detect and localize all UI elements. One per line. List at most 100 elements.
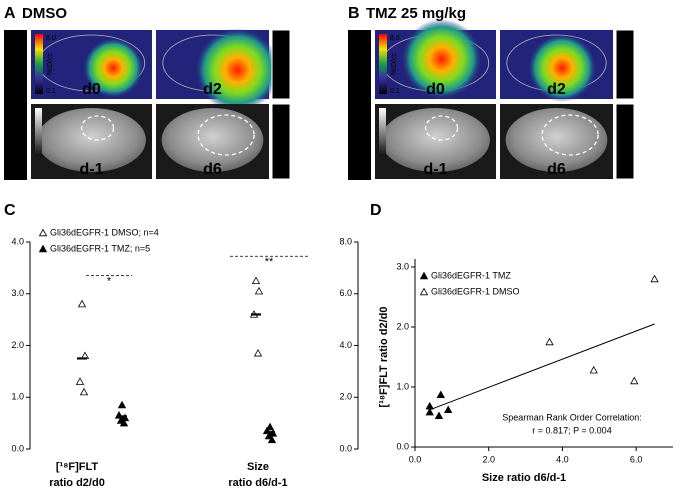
legend-marker [38, 228, 48, 237]
data-point [443, 405, 453, 413]
y2-tick-label: 6.0 [339, 288, 352, 298]
tumor-outline [197, 114, 255, 156]
y2-tick-label: 8.0 [339, 236, 352, 246]
legend-marker [38, 244, 48, 253]
modality-box [271, 103, 291, 180]
modality-box [615, 103, 635, 180]
modality-label: T2w-MRI [619, 119, 631, 164]
panel-letter: B [348, 5, 360, 22]
colorbar-unit: %ID/cc [47, 52, 54, 75]
pet-day: d2 [203, 81, 222, 98]
modality-box [271, 29, 291, 100]
colorbar-min: 0.1 [46, 88, 56, 95]
data-point [254, 286, 264, 295]
significance-mark: * [107, 276, 112, 288]
tumor-uptake [83, 37, 144, 98]
data-point [77, 299, 87, 308]
colorbar-max: 8.0 [46, 35, 56, 42]
panel-letter: D [370, 202, 382, 219]
data-point [265, 422, 275, 431]
data-point [630, 376, 639, 385]
mri-day: d6 [547, 161, 566, 178]
y-tick-label: 0.0 [11, 443, 24, 453]
mri-brain [381, 108, 490, 172]
data-point [253, 348, 263, 357]
x-tick-label: 2.0 [482, 454, 495, 464]
tumor-outline [541, 114, 599, 156]
category-label: ratio d6/d-1 [228, 477, 287, 489]
legend-label: Gli36dEGFR-1 DMSO [431, 286, 520, 296]
mri-brain [37, 108, 146, 172]
panel-title: DMSO [22, 5, 67, 22]
mri-graybar [35, 108, 42, 156]
mri-day: d6 [203, 161, 222, 178]
data-point [117, 400, 127, 409]
cell-line-label: Gli36dEGFR-1 [7, 58, 23, 152]
data-point [545, 337, 554, 346]
panel-letter: A [4, 5, 16, 22]
modality-label: T2w-MRI [275, 119, 287, 164]
modality-box [615, 29, 635, 100]
tumor-uptake [195, 28, 280, 113]
annotation: r = 0.817; P = 0.004 [532, 425, 611, 435]
y-tick-label: 1.0 [396, 381, 409, 391]
y-tick-label: 4.0 [11, 236, 24, 246]
modality-label: [¹⁸F]FLT [619, 45, 631, 85]
y-tick-label: 2.0 [11, 340, 24, 350]
y-tick-label: 0.0 [396, 441, 409, 451]
mri-day: d-1 [80, 161, 104, 178]
y-axis-label: [¹⁸F]FLT ratio d2/d0 [378, 307, 390, 408]
data-point [425, 407, 434, 416]
y-tick-label: 3.0 [11, 288, 24, 298]
side-bar [4, 30, 27, 180]
category-label: ratio d2/d0 [49, 477, 105, 489]
x-tick-label: 4.0 [556, 454, 569, 464]
pet-day: d0 [82, 81, 101, 98]
panel-letter: C [4, 202, 16, 219]
data-point [251, 276, 261, 285]
data-point [119, 418, 129, 427]
data-point [589, 365, 598, 374]
tumor-outline [80, 115, 115, 141]
y-tick-label: 3.0 [396, 261, 409, 271]
legend-label: Gli36dEGFR-1 TMZ; n=5 [50, 243, 150, 253]
y-tick-label: 1.0 [11, 392, 24, 402]
colorbar-unit: %ID/cc [391, 52, 398, 75]
y2-tick-label: 4.0 [339, 340, 352, 350]
side-bar [348, 30, 371, 180]
tumor-uptake [528, 33, 597, 102]
data-point [75, 377, 85, 385]
y2-tick-label: 0.0 [339, 443, 352, 453]
pet-colorbar [379, 34, 387, 94]
x-axis-label: Size ratio d6/d-1 [482, 472, 566, 484]
panel-title: TMZ 25 mg/kg [366, 5, 466, 22]
data-point [650, 274, 659, 283]
data-point [79, 387, 89, 396]
regression-line [429, 323, 655, 411]
legend-marker [419, 271, 429, 280]
data-point [434, 411, 444, 419]
mri-brain [161, 108, 264, 172]
y-tick-label: 2.0 [396, 321, 409, 331]
modality-label: [¹⁸F]FLT [275, 45, 287, 85]
tumor-outline [424, 115, 459, 141]
data-point [436, 390, 445, 398]
colorbar-min: 0.1 [390, 88, 400, 95]
significance-mark: ** [265, 256, 274, 268]
annotation: Spearman Rank Order Correlation: [502, 412, 642, 422]
colorbar-max: 8.0 [390, 35, 400, 42]
mri-brain [505, 108, 608, 172]
tumor-uptake [401, 18, 482, 99]
category-label: [¹⁸F]FLT [56, 461, 99, 473]
pet-day: d0 [426, 81, 445, 98]
category-label: Size [247, 461, 269, 473]
data-point [264, 431, 274, 440]
mri-graybar [379, 108, 386, 156]
mri-day: d-1 [424, 161, 448, 178]
x-tick-label: 0.0 [409, 454, 422, 464]
legend-marker [419, 287, 429, 296]
legend-label: Gli36dEGFR-1 DMSO; n=4 [50, 227, 159, 237]
x-tick-label: 6.0 [630, 454, 643, 464]
cell-line-label: Gli36dEGFR-1 [351, 58, 367, 152]
